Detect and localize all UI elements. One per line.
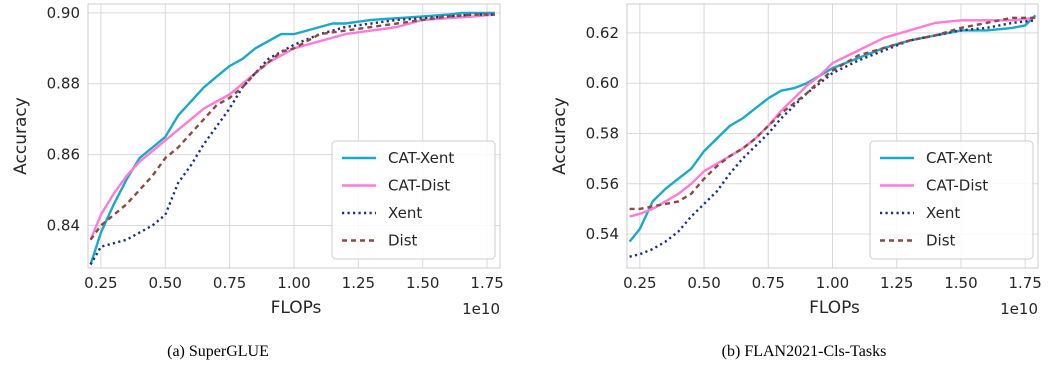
x-tick-label: 1.00 [277,274,310,292]
x-tick-label: 1.25 [342,274,375,292]
x-tick-label: 0.75 [213,274,246,292]
x-tick-label: 1.75 [1008,274,1041,292]
y-tick-label: 0.62 [586,24,619,42]
y-tick-label: 0.54 [586,225,619,243]
axes-frame [87,3,501,269]
x-tick-label: 0.50 [149,274,182,292]
legend-label-dist: Dist [926,232,956,250]
series-line-xent [629,19,1036,258]
x-tick-label: 1.00 [816,274,849,292]
x-tick-label: 0.25 [84,274,117,292]
series-line-dist [629,16,1036,211]
chart-a: 0.25 0.50 0.75 1.00 1.25 1.50 1.75 0.84 0.86 0.88… [11,3,504,318]
caption-a: (a) SuperGLUE [167,343,269,360]
legend-label-cat-dist: CAT-Dist [388,177,450,195]
x-tick-label: 0.75 [752,274,785,292]
legend: CAT-Xent CAT-Dist Xent Dist [331,140,496,260]
legend-label-xent: Xent [926,204,960,222]
legend-label-dist: Dist [388,232,418,250]
y-tick-label: 0.90 [47,4,80,22]
y-tick-label: 0.56 [586,175,619,193]
x-tick-label: 1.75 [470,274,503,292]
x-tick-label: 1.50 [944,274,977,292]
x-tick-label: 0.50 [687,274,720,292]
legend-label-xent: Xent [388,204,422,222]
chart-b: 0.25 0.50 0.75 1.00 1.25 1.50 1.75 0.54 0.56 0.58… [550,3,1042,318]
x-offset-label: 1e10 [1000,300,1038,318]
series-line-cat-dist [89,13,496,241]
y-axis-label: Accuracy [11,97,31,175]
y-tick-label: 0.60 [586,74,619,92]
legend-frame [869,140,1034,260]
x-tick-label: 0.25 [623,274,656,292]
legend-label-cat-xent: CAT-Xent [926,149,992,167]
legend-frame [331,140,496,260]
legend: CAT-Xent CAT-Dist Xent Dist [869,140,1034,260]
series-line-xent [89,13,495,266]
axes-frame [626,3,1039,269]
x-axis-label: FLOPs [271,298,322,318]
caption-b: (b) FLAN2021-Cls-Tasks [721,343,887,360]
y-tick-label: 0.58 [586,124,619,142]
series-line-cat-xent [89,11,495,265]
y-tick-label: 0.86 [47,146,80,164]
x-offset-label: 1e10 [462,300,500,318]
series-line-cat-dist [629,16,1036,218]
legend-label-cat-dist: CAT-Dist [926,177,988,195]
x-tick-label: 1.25 [880,274,913,292]
y-tick-label: 0.88 [47,75,80,93]
series-line-dist [89,13,495,241]
legend-label-cat-xent: CAT-Xent [388,149,454,167]
x-axis-label: FLOPs [809,298,860,318]
x-tick-label: 1.50 [406,274,439,292]
y-axis-label: Accuracy [550,97,570,175]
y-tick-label: 0.84 [47,216,80,234]
